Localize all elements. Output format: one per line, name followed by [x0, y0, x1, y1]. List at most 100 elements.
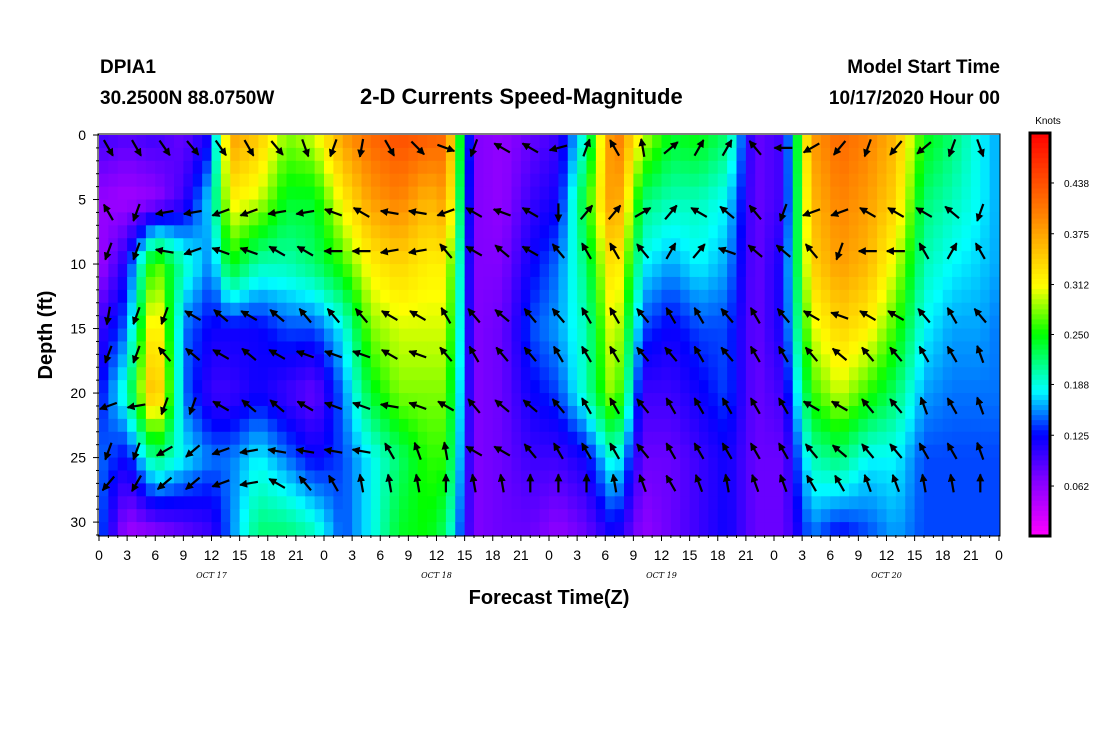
heat-cell — [258, 483, 269, 497]
heat-cell — [614, 522, 625, 536]
heat-cell — [399, 418, 409, 433]
heat-cell — [164, 173, 175, 188]
heat-cell — [867, 315, 878, 330]
heat-cell — [577, 186, 588, 201]
heat-cell — [520, 276, 531, 291]
heat-cell — [136, 405, 147, 420]
heat-cell — [624, 354, 634, 368]
heat-cell — [783, 251, 794, 265]
heat-cell — [661, 328, 672, 343]
heat-cell — [595, 367, 606, 381]
heat-cell — [774, 405, 784, 420]
heat-cell — [145, 457, 156, 472]
heat-cell — [445, 431, 456, 446]
heat-cell — [155, 496, 166, 510]
heat-cell — [605, 289, 616, 304]
day-label: OCT 17 — [196, 571, 228, 580]
heat-cell — [99, 328, 109, 343]
heat-cell — [474, 444, 484, 459]
heat-cell — [99, 225, 109, 239]
heat-cell — [277, 264, 288, 278]
heat-cell — [277, 496, 288, 510]
current-vector — [915, 206, 933, 218]
heat-cell — [970, 328, 981, 343]
heat-cell — [249, 173, 259, 188]
heat-cell — [811, 509, 822, 523]
heat-cell — [314, 367, 325, 381]
heat-cell — [202, 238, 213, 252]
heat-cell — [586, 367, 597, 381]
heat-cell — [305, 522, 316, 536]
heat-cell — [708, 147, 719, 162]
current-vector — [946, 345, 958, 363]
heat-cell — [174, 289, 184, 304]
heat-cell — [455, 405, 466, 420]
heat-cell — [745, 186, 756, 201]
heat-cell — [333, 380, 344, 394]
heat-cell — [849, 341, 859, 355]
heat-cell — [952, 276, 963, 291]
heat-cell — [202, 509, 213, 523]
heat-cell — [914, 457, 925, 472]
heat-cell — [699, 431, 709, 446]
heat-cell — [895, 186, 906, 201]
heat-cell — [652, 522, 663, 536]
heat-cell — [342, 328, 353, 343]
heat-cell — [361, 212, 372, 226]
heat-cell — [267, 173, 278, 188]
heat-cell — [267, 160, 278, 175]
heat-cell — [174, 509, 184, 523]
current-vector — [494, 309, 510, 323]
heat-cell — [717, 496, 728, 510]
heat-cell — [839, 354, 850, 368]
heat-cell — [286, 341, 297, 355]
heat-cell — [286, 405, 297, 420]
heat-cell — [717, 328, 728, 343]
heat-cell — [399, 341, 409, 355]
heat-cell — [108, 264, 119, 278]
heat-cell — [324, 289, 334, 304]
current-vector — [721, 139, 733, 157]
heat-cell — [99, 264, 109, 278]
heat-cell — [314, 264, 325, 278]
heat-cell — [961, 199, 972, 214]
heat-cell — [399, 147, 409, 162]
heat-cell — [361, 328, 372, 343]
current-vector — [268, 477, 286, 489]
heat-cell — [511, 160, 522, 175]
heat-cell — [952, 341, 963, 355]
heat-cell — [277, 522, 288, 536]
heat-cell — [708, 238, 719, 252]
heat-cell — [970, 470, 981, 484]
heat-cell — [211, 341, 222, 355]
heat-cell — [586, 225, 597, 239]
heat-cell — [745, 328, 756, 343]
heat-cell — [361, 380, 372, 394]
heat-cell — [370, 393, 381, 407]
heat-cell — [820, 483, 831, 497]
heat-cell — [183, 496, 194, 510]
current-vector — [974, 242, 986, 260]
heat-cell — [445, 238, 456, 252]
heat-cell — [980, 147, 991, 162]
heat-cell — [614, 160, 625, 175]
heat-cell — [952, 328, 963, 343]
heat-cell — [155, 238, 166, 252]
heat-cell — [258, 431, 269, 446]
heat-cell — [886, 457, 897, 472]
heat-cell — [839, 302, 850, 317]
current-vector — [323, 446, 343, 455]
heat-cell — [792, 238, 803, 252]
heat-cell — [520, 289, 531, 304]
heat-cell — [164, 496, 175, 510]
current-vector — [609, 139, 621, 157]
heat-cell — [474, 135, 484, 149]
current-vector — [132, 203, 141, 222]
heat-cell — [689, 457, 700, 472]
heat-cell — [230, 289, 241, 304]
heat-cell — [530, 393, 541, 407]
heat-cell — [474, 380, 484, 394]
heat-cell — [539, 135, 550, 149]
colorbar-segment — [1030, 329, 1050, 336]
